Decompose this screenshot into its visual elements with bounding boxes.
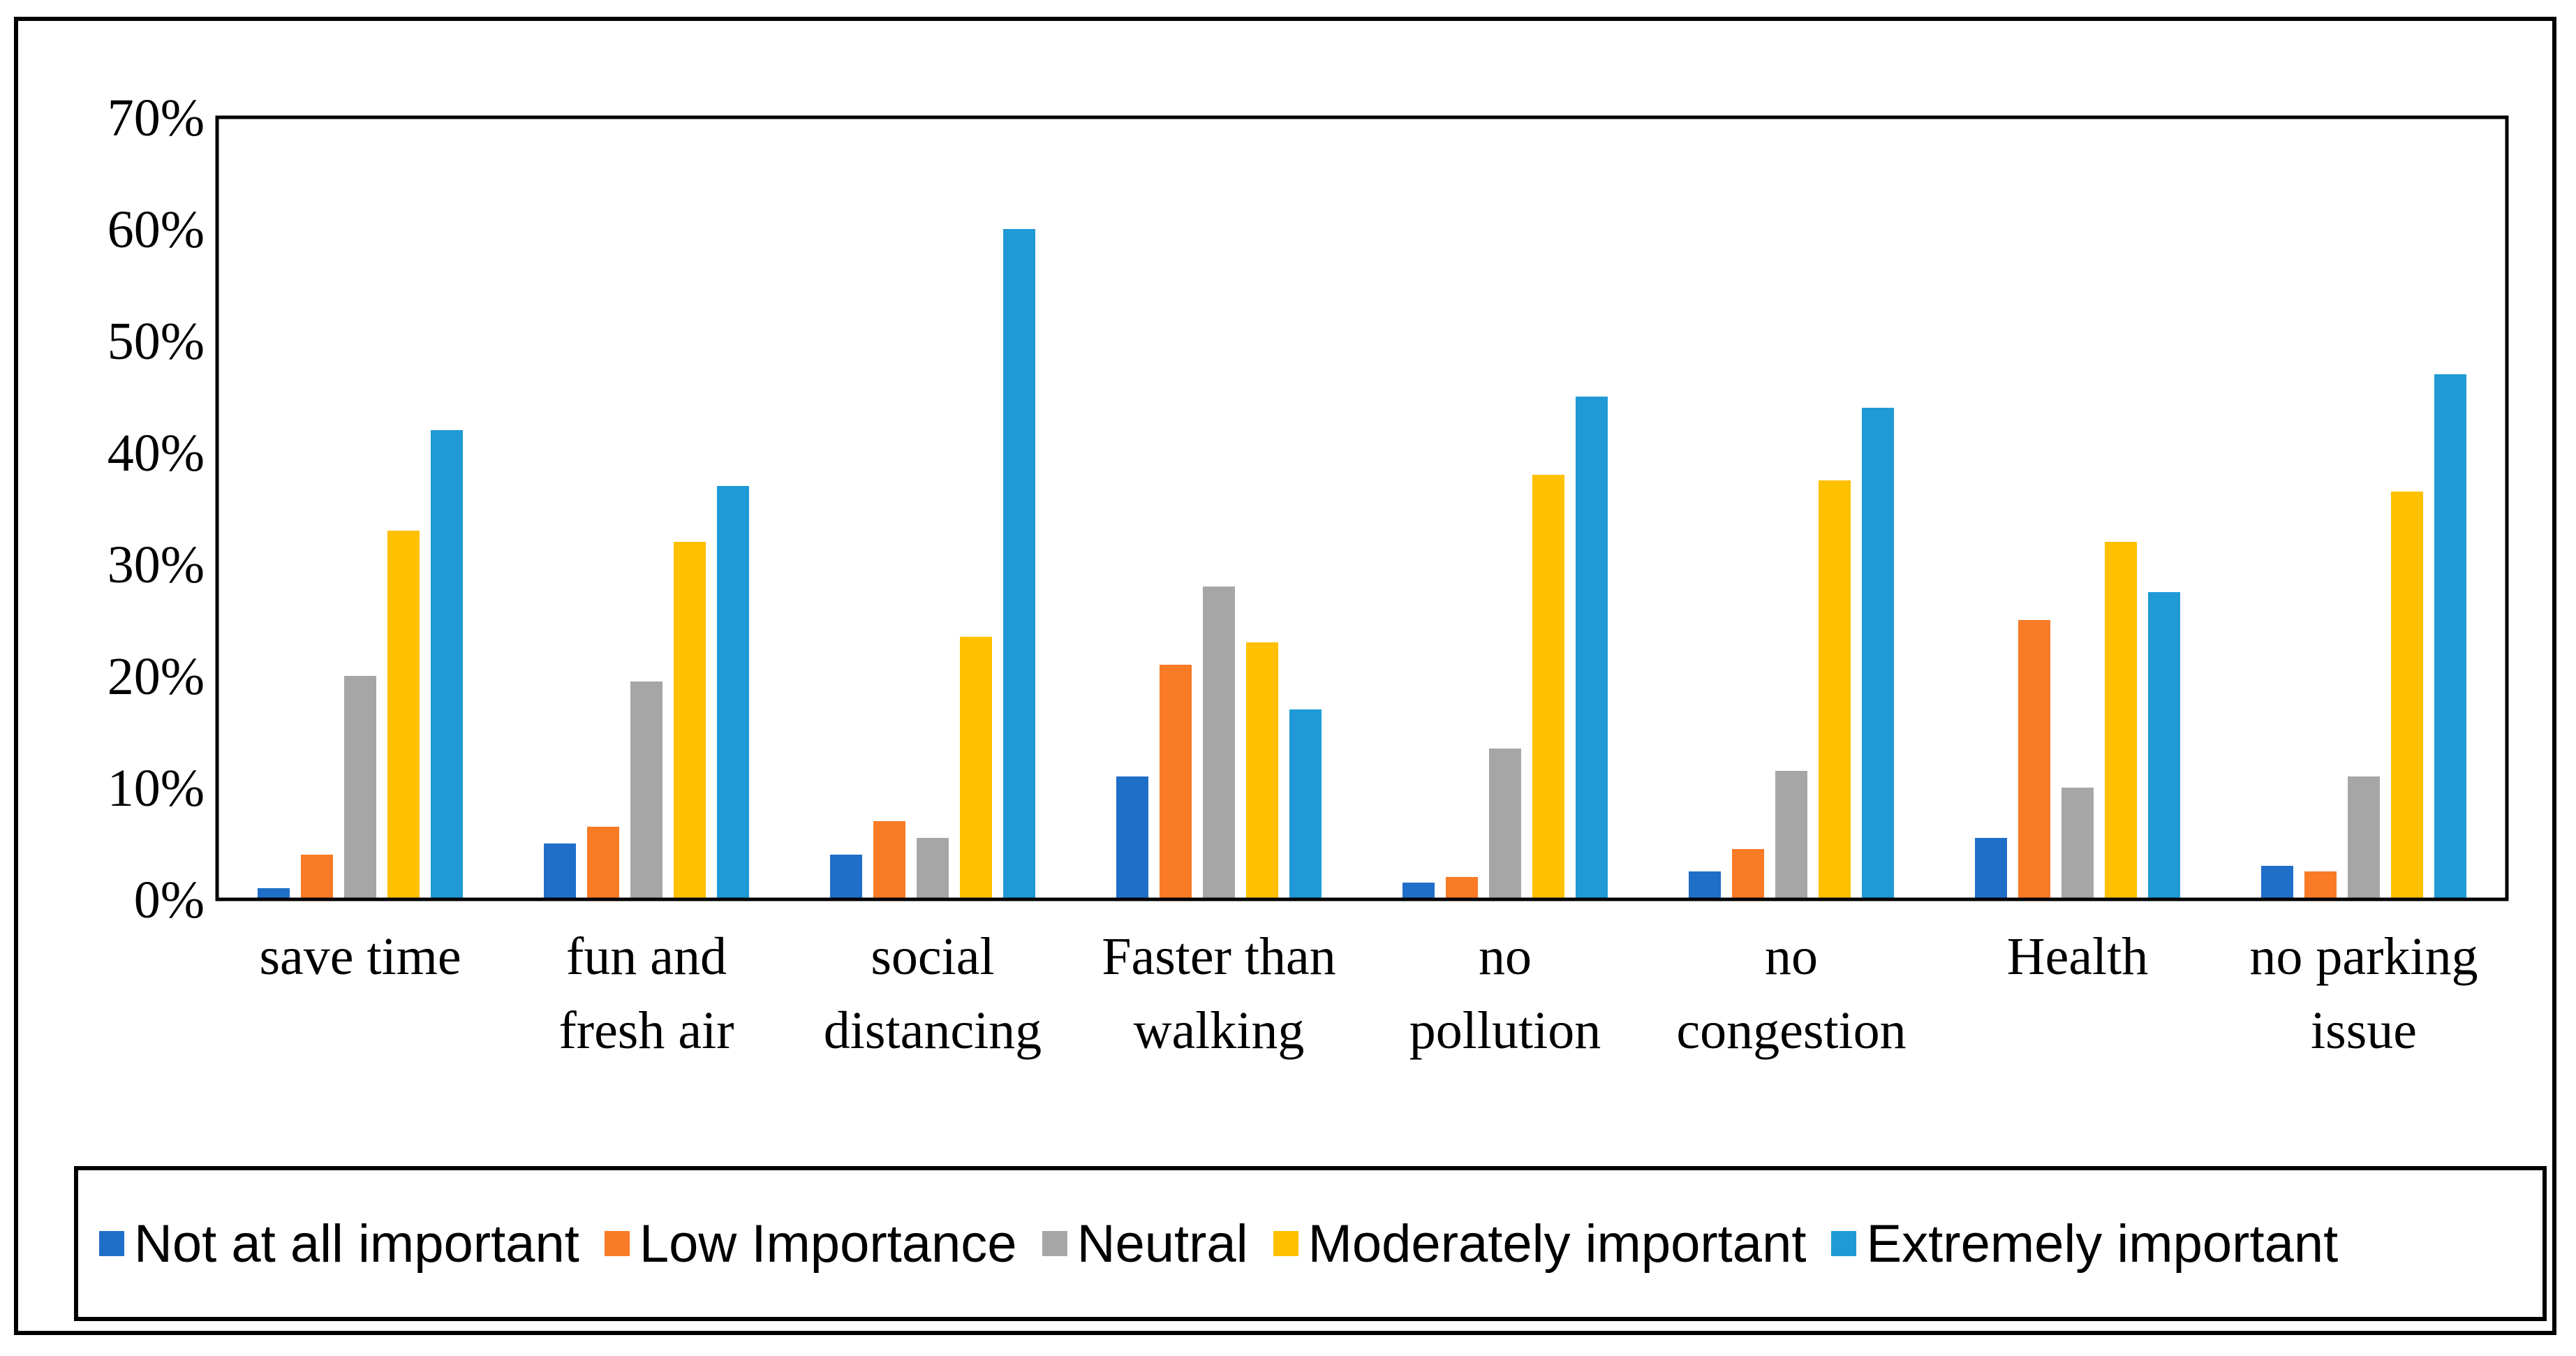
legend-label: Moderately important: [1308, 1214, 1807, 1274]
y-tick-label: 10%: [108, 759, 205, 818]
y-tick-label: 20%: [108, 647, 205, 706]
bar-neutral: [1203, 587, 1235, 899]
bar-neutral: [344, 676, 376, 899]
bar-neutral: [2061, 788, 2094, 899]
bar-extremely-important: [1289, 709, 1322, 899]
legend-label: Not at all important: [134, 1214, 579, 1274]
legend-label: Extremely important: [1866, 1214, 2339, 1274]
y-tick-label: 60%: [108, 200, 205, 259]
bar-moderately-important: [1532, 475, 1564, 899]
bar-moderately-important: [1819, 480, 1851, 899]
bar-not-at-all-important: [258, 888, 290, 899]
bar-extremely-important: [1862, 408, 1894, 899]
x-category-label: save time: [259, 927, 461, 986]
legend-swatch: [604, 1231, 630, 1256]
bar-neutral: [2348, 776, 2380, 899]
x-category-label-line: Faster than: [1102, 927, 1336, 986]
y-tick-label: 70%: [108, 89, 205, 147]
bar-not-at-all-important: [1975, 838, 2007, 899]
x-category-label-line: congestion: [1676, 1001, 1906, 1060]
legend-swatch: [1042, 1231, 1067, 1256]
y-tick-label: 0%: [134, 871, 205, 929]
chart-frame: 0% 10% 20% 30% 40% 50% 60% 70% save time fun and f…: [14, 17, 2556, 1335]
legend: Not at all important Low Importance Neut…: [74, 1166, 2547, 1321]
bar-extremely-important: [2434, 374, 2466, 899]
x-category-label: Faster than walking: [1102, 927, 1336, 1060]
bar-low-importance: [2018, 620, 2050, 899]
legend-label: Neutral: [1076, 1214, 1248, 1274]
bar-not-at-all-important: [830, 855, 862, 899]
bar-neutral: [630, 681, 662, 899]
x-category-label: social distancing: [824, 927, 1042, 1060]
bar-low-importance: [1446, 877, 1478, 899]
bar-not-at-all-important: [544, 843, 576, 899]
x-category-label: no parking issue: [2249, 927, 2478, 1060]
x-category-label-line: save time: [259, 927, 461, 986]
bar-low-importance: [587, 827, 619, 899]
x-category-label: no pollution: [1409, 927, 1601, 1060]
legend-item-extremely-important: Extremely important: [1831, 1214, 2338, 1274]
legend-label: Low Importance: [639, 1214, 1017, 1274]
legend-swatch: [1273, 1231, 1298, 1256]
bar-low-importance: [1732, 849, 1764, 899]
x-category-label: no congestion: [1676, 927, 1906, 1060]
bar-neutral: [917, 838, 949, 899]
x-category-label-line: no: [1765, 927, 1818, 986]
bar-not-at-all-important: [1116, 776, 1148, 899]
bar-low-importance: [2304, 871, 2337, 899]
x-category-label-line: no parking: [2249, 927, 2478, 986]
legend-item-not-at-all-important: Not at all important: [99, 1214, 579, 1274]
legend-swatch: [99, 1231, 124, 1256]
bar-extremely-important: [1576, 397, 1608, 899]
bar-low-importance: [873, 821, 905, 899]
x-category-label: Health: [2007, 927, 2149, 986]
bar-extremely-important: [1003, 229, 1035, 899]
x-category-label: fun and fresh air: [558, 927, 734, 1060]
bar-chart: 0%10%20%30%40%50%60%70%save time fun and f…: [108, 89, 2509, 1060]
bar-moderately-important: [2391, 492, 2423, 899]
bar-low-importance: [1160, 665, 1192, 899]
bar-moderately-important: [1246, 642, 1278, 899]
y-tick-label: 30%: [108, 536, 205, 594]
bar-extremely-important: [2148, 592, 2180, 899]
legend-item-neutral: Neutral: [1042, 1214, 1248, 1274]
x-category-label-line: Health: [2007, 927, 2149, 986]
x-category-label-line: distancing: [824, 1001, 1042, 1060]
x-category-label-line: social: [871, 927, 994, 986]
legend-item-low-importance: Low Importance: [604, 1214, 1017, 1274]
bar-moderately-important: [387, 531, 420, 899]
y-tick-label: 50%: [108, 312, 205, 371]
x-category-label-line: pollution: [1409, 1001, 1601, 1060]
x-category-label-line: no: [1479, 927, 1532, 986]
bar-moderately-important: [960, 637, 992, 899]
bar-low-importance: [301, 855, 333, 899]
x-category-label-line: issue: [2311, 1001, 2417, 1060]
plot-area-border: [215, 115, 2509, 901]
x-category-label-line: walking: [1134, 1001, 1305, 1060]
y-tick-label: 40%: [108, 424, 205, 482]
legend-swatch: [1831, 1231, 1857, 1256]
x-category-label-line: fresh air: [558, 1001, 734, 1060]
bar-not-at-all-important: [2261, 866, 2293, 899]
bar-extremely-important: [717, 486, 749, 899]
bar-extremely-important: [431, 430, 463, 899]
bar-moderately-important: [674, 542, 706, 899]
bar-neutral: [1775, 771, 1807, 899]
bar-not-at-all-important: [1689, 871, 1721, 899]
legend-item-moderately-important: Moderately important: [1273, 1214, 1807, 1274]
x-category-label-line: fun and: [566, 927, 727, 986]
bar-not-at-all-important: [1402, 883, 1435, 899]
bar-neutral: [1489, 749, 1521, 899]
bar-moderately-important: [2105, 542, 2137, 899]
